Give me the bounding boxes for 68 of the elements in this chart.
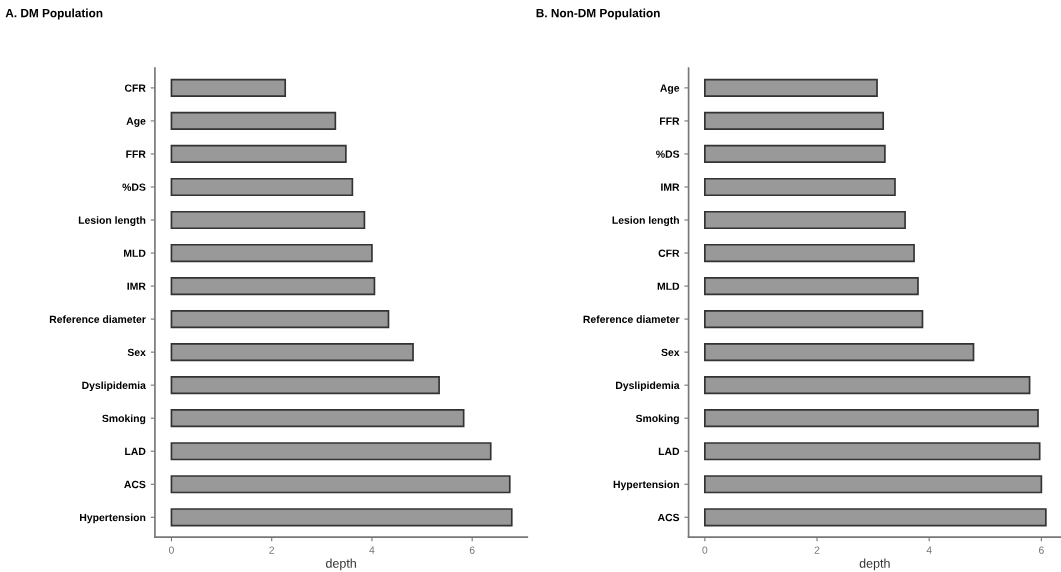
bar [704,508,1047,527]
text: A. DM Population [5,8,103,20]
bar [704,409,1039,428]
bar [170,210,366,230]
y-tick-label: MLD [657,282,680,290]
y-tick-label: Reference diameter [583,315,680,323]
bar [170,243,373,263]
bar [170,442,492,461]
y-tick-label: IMR [661,183,680,191]
bar [170,276,376,296]
y-tick-label: ACS [657,513,680,522]
y-tick-label: IMR [127,282,146,290]
y-tick-label: ACS [124,480,146,489]
x-axis-title: depth [326,558,356,571]
y-tick-label: LAD [658,447,680,455]
x-tick-label: 4 [926,546,932,554]
y-tick-label: %DS [656,150,680,158]
y-tick-label: Hypertension [80,513,146,524]
y-tick-label: Lesion length [78,216,146,226]
y-tick-label: CFR [658,249,680,257]
bar [170,78,287,97]
bar [170,343,414,362]
x-tick-label: 0 [702,546,708,554]
bar [704,210,906,230]
y-tick-label: LAD [125,447,146,455]
bar [704,111,885,131]
bar [170,177,354,197]
chart-title: B. Non-DM Population [536,8,660,20]
bar [170,475,511,494]
y-tick-label: %DS [122,183,146,191]
y-tick-label: Hypertension [613,480,679,491]
y-tick-label: Reference diameter [49,315,146,323]
bar [170,376,440,395]
x-tick-label: 2 [269,546,275,554]
y-tick-label: Smoking [635,414,679,425]
x-tick-label: 0 [168,546,174,554]
x-tick-label: 6 [1039,546,1044,554]
y-tick-label: Smoking [102,414,146,425]
bar [704,144,886,164]
x-tick-label: 4 [369,546,375,554]
y-tick-label: Sex [661,348,680,357]
bar [170,409,465,428]
bar [170,111,337,131]
x-tick-label: 6 [469,546,475,554]
y-tick-label: Dyslipidemia [616,381,680,392]
y-tick-label: Sex [127,348,146,357]
bar [704,177,896,197]
y-tick-label: FFR [660,117,680,125]
bar [704,243,915,263]
bar [704,276,919,296]
y-tick-label: CFR [124,84,146,92]
y-tick-label: Dyslipidemia [82,381,146,392]
y-tick-label: Age [126,117,146,127]
y-tick-label: FFR [126,150,146,158]
bar [170,310,390,329]
bar [704,376,1031,395]
y-tick-label: MLD [124,249,146,257]
bar [704,310,924,329]
bar [704,343,975,362]
bar [704,475,1043,494]
bar [704,78,878,97]
bar [170,508,513,527]
y-tick-label: Age [660,84,680,94]
x-axis-title: depth [859,558,890,571]
bar [704,442,1041,461]
x-tick-label: 2 [814,546,820,554]
y-tick-label: Lesion length [612,216,679,226]
bar [170,144,347,164]
